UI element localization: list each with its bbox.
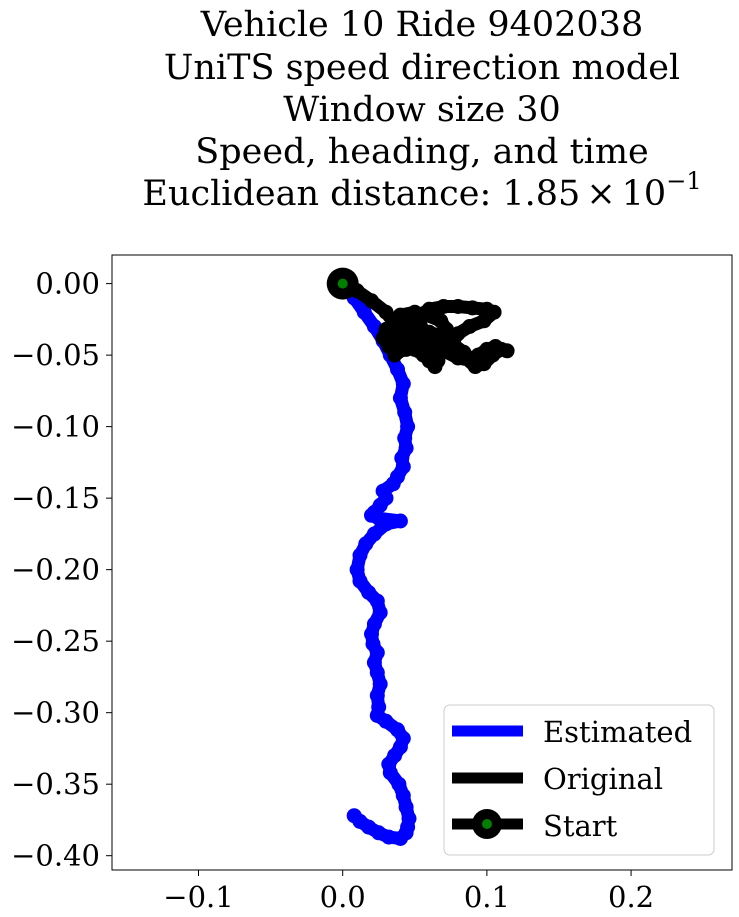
y-tick-label: −0.40 <box>11 839 100 873</box>
series-estimated-line-point <box>352 573 368 589</box>
series-original-line-point <box>486 304 502 320</box>
x-tick-label: 0.0 <box>320 880 366 914</box>
legend-box <box>443 704 715 856</box>
series-estimated-line-point <box>372 605 388 621</box>
series-estimated-line-point <box>398 799 414 815</box>
series-original-line-point <box>418 307 434 323</box>
title-metric-times: × <box>586 174 615 214</box>
series-original-line-point <box>476 313 492 329</box>
legend-start-label: Start <box>543 809 618 843</box>
series-estimated-line-point <box>395 376 411 392</box>
y-tick-label: 0.00 <box>35 267 100 301</box>
title-line-3: Window size 30 <box>283 90 561 130</box>
series-original-line-point <box>436 299 452 314</box>
series-estimated-line-point <box>349 562 365 578</box>
x-tick-label: 0.1 <box>464 880 510 914</box>
series-estimated-line-point <box>378 516 394 532</box>
y-tick-label: −0.35 <box>11 767 100 801</box>
series-original-line-point <box>378 304 394 320</box>
series-original-line-point <box>462 319 478 334</box>
series-estimated-line-point <box>366 319 382 334</box>
series-estimated-line-point <box>390 361 405 377</box>
y-tick-label: −0.30 <box>11 696 100 730</box>
title-metric-base: 10 <box>622 174 667 214</box>
legend-start-marker-center <box>482 819 492 829</box>
series-original-line-point <box>467 359 483 375</box>
title-metric-prefix: Euclidean distance: 1.85 <box>142 174 580 214</box>
series-estimated-line-point <box>358 536 374 552</box>
series-original-line-point <box>450 299 466 314</box>
series-estimated-line-point <box>392 390 408 406</box>
series-estimated-line-point <box>369 665 385 681</box>
series-estimated-line-point <box>392 513 408 529</box>
y-tick-label: −0.20 <box>11 553 100 587</box>
series-estimated-line-point <box>397 404 413 420</box>
series-original-line-point <box>384 333 400 349</box>
y-tick-label: −0.25 <box>11 624 100 658</box>
series-estimated-line-point <box>391 776 407 792</box>
series-estimated-line-point <box>352 547 368 563</box>
series-original-line-point <box>364 293 379 309</box>
series-estimated-line-point <box>392 831 408 846</box>
series-original-line-point <box>465 300 480 316</box>
x-tick-label: 0.2 <box>608 880 654 914</box>
title-line-2: UniTS speed direction model <box>164 48 680 88</box>
series-original-line-point <box>410 336 426 352</box>
legend: Estimated Original Start <box>443 704 715 856</box>
series-estimated-line-point <box>369 688 385 703</box>
x-tick-label: −0.1 <box>163 880 233 914</box>
series-layer <box>326 267 515 846</box>
y-tick-label: −0.15 <box>11 481 100 515</box>
series-estimated-line-point <box>356 304 372 320</box>
series-estimated-line-point <box>382 765 398 781</box>
series-original-line-point <box>499 343 515 359</box>
title-line-1: Vehicle 10 Ride 9402038 <box>200 5 643 45</box>
y-tick-label: −0.05 <box>11 338 100 372</box>
title-line-4: Speed, heading, and time <box>195 132 648 172</box>
series-estimated-line-point <box>346 808 362 824</box>
ticks: −0.1 0.0 0.1 0.2 0.00 −0.05 −0.10 −0.15 −0.20 −0.… <box>11 267 654 914</box>
y-tick-label: −0.10 <box>11 410 100 444</box>
series-estimated-line-point <box>400 419 416 435</box>
title-metric-exponent: −1 <box>666 167 701 195</box>
legend-original-label: Original <box>543 762 663 796</box>
series-original-line-point <box>457 350 473 366</box>
legend-estimated-label: Estimated <box>543 715 692 749</box>
chart-title: Vehicle 10 Ride 9402038 UniTS speed dire… <box>142 5 701 214</box>
series-estimated-line-point <box>395 788 411 804</box>
series-estimated-line-point <box>378 713 394 729</box>
axes-frame <box>111 254 733 871</box>
title-line-5: Euclidean distance: 1.85 × 10−1 <box>142 167 701 214</box>
series-estimated-line-point <box>372 676 388 692</box>
series-original-line-point <box>433 313 449 329</box>
start-marker-center <box>337 278 348 289</box>
series-estimated-line-point <box>366 526 382 542</box>
series-estimated-line-point <box>369 593 385 609</box>
